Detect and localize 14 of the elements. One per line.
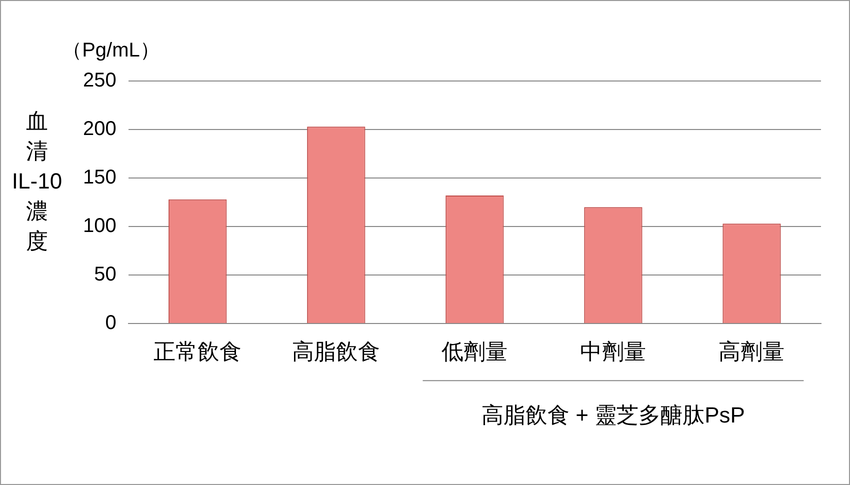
x-tick-label: 正常飲食 [154, 338, 242, 364]
y-tick-label: 100 [82, 215, 116, 238]
y-tick-label: 50 [94, 264, 116, 286]
y-tick-label: 250 [82, 70, 116, 92]
x-tick-label: 中劑量 [580, 338, 646, 364]
text: （Pg/mL） [62, 40, 160, 62]
x-tick-label: 高劑量 [718, 338, 785, 364]
x-tick-label: 高脂飲食 [292, 338, 380, 364]
y-tick-label: 200 [82, 118, 116, 140]
x-tick-label: 低劑量 [442, 338, 508, 364]
x-axis-title: 高脂飲食 + 靈芝多醣肽PsP [482, 402, 745, 428]
y-tick-label: 0 [105, 312, 116, 334]
y-axis-title: 血清IL-10濃度 [12, 108, 62, 254]
y-tick-label: 150 [82, 166, 116, 189]
